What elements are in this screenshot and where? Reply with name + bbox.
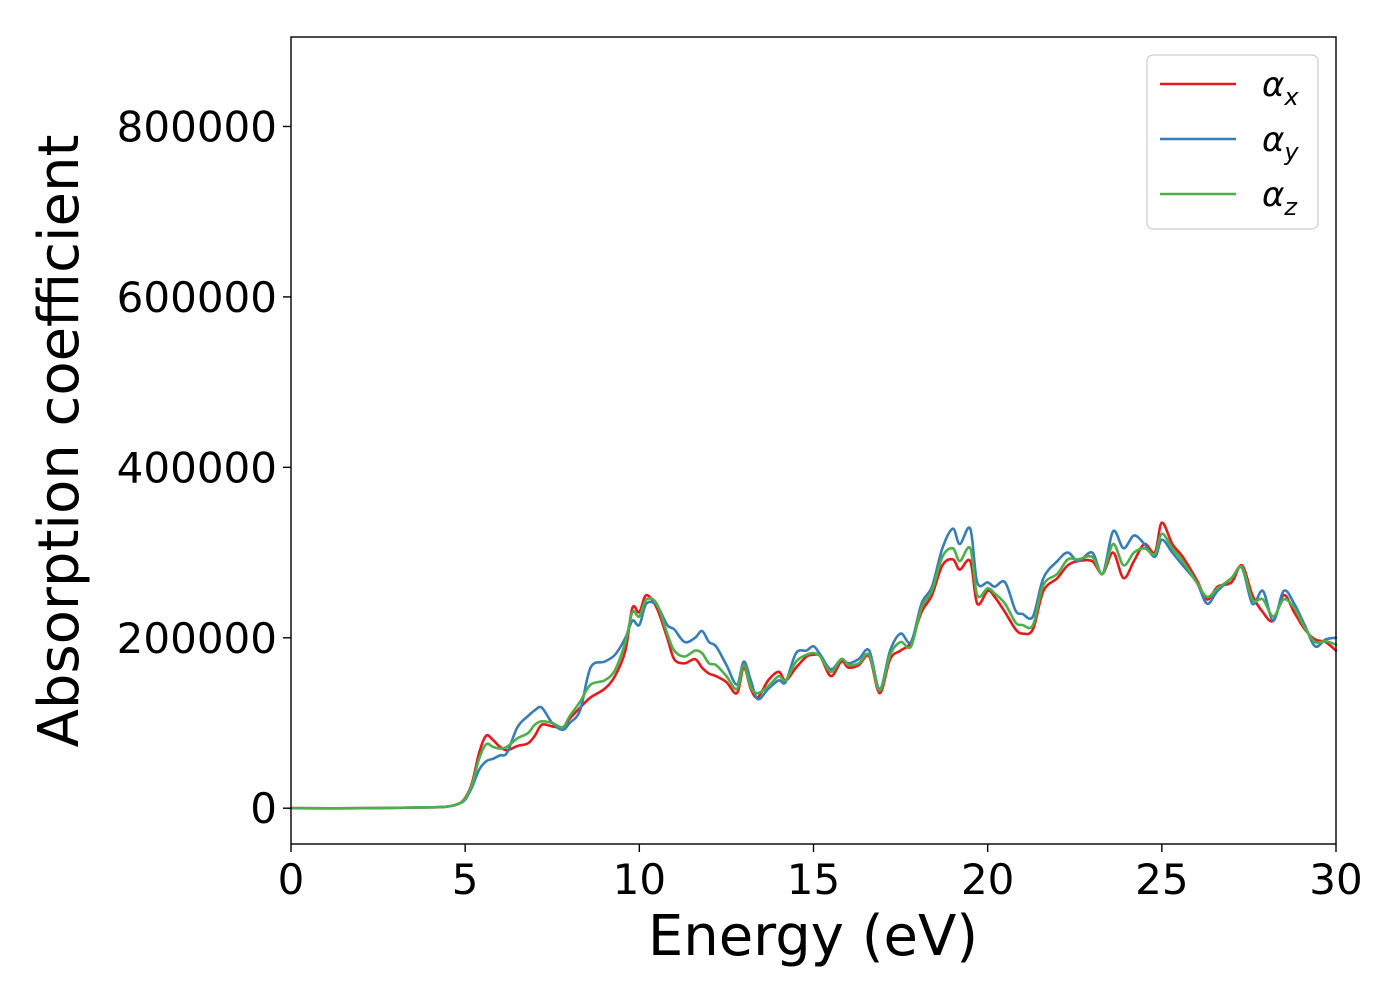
x-axis-label: Energy (eV) (648, 904, 978, 969)
series-line-alpha-x (289, 521, 1338, 810)
legend-label-subscript: z (1283, 193, 1298, 221)
y-axis-label: Absorption coefficient (27, 135, 92, 748)
series-line-alpha-y (289, 526, 1338, 810)
y-tick-label: 0 (250, 784, 277, 833)
x-axis: 0 5 10 15 20 25 30 (278, 844, 1363, 904)
legend-label-subscript: x (1283, 83, 1299, 111)
x-tick-label: 10 (613, 855, 666, 904)
legend-label-base: α (1262, 65, 1284, 105)
x-tick-label: 30 (1309, 855, 1362, 904)
legend-label-base: α (1262, 120, 1284, 160)
series-line-alpha-z (289, 532, 1338, 810)
series-layer (289, 521, 1338, 810)
legend-label-alpha-x: αx (1262, 65, 1299, 111)
x-tick-label: 15 (787, 855, 840, 904)
legend-label-alpha-y: αy (1262, 120, 1299, 166)
legend-box (1146, 54, 1319, 230)
y-tick-label: 200000 (117, 614, 277, 663)
x-tick-label: 5 (452, 855, 479, 904)
x-tick-label: 20 (961, 855, 1014, 904)
legend-label-base: α (1262, 175, 1284, 215)
legend-label-alpha-z: αz (1262, 175, 1298, 221)
x-tick-label: 0 (278, 855, 305, 904)
legend-label-subscript: y (1283, 138, 1299, 166)
y-tick-label: 400000 (117, 443, 277, 492)
y-axis: 0 200000 400000 600000 800000 (117, 102, 291, 833)
x-tick-label: 25 (1135, 855, 1188, 904)
y-tick-label: 800000 (117, 102, 277, 151)
y-tick-label: 600000 (117, 273, 277, 322)
